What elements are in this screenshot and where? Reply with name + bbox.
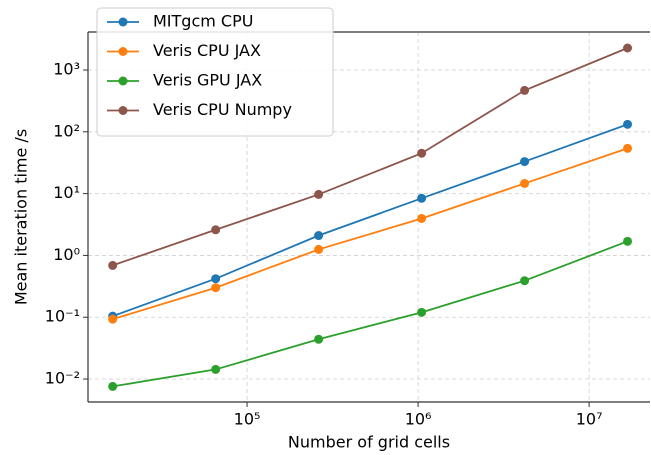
series-line [112,147,628,321]
legend: MITgcm CPU Veris CPU JAX Veris GPU JAX Veri… [96,7,334,137]
y-axis-label: Mean iteration time /s [12,129,31,305]
data-point [211,283,221,293]
data-point [108,260,118,270]
data-point [314,244,324,254]
legend-label: Veris GPU JAX [153,71,262,90]
legend-marker [118,106,128,115]
data-point [314,231,324,241]
y-tick-label: 10³ [53,60,80,79]
legend-label: Veris CPU Numpy [153,100,292,119]
data-point [417,213,427,223]
x-tick-label: 10⁷ [576,410,603,429]
series-line [112,240,628,388]
data-point [211,225,221,235]
data-point [108,381,118,391]
data-point [314,334,324,344]
data-point [520,276,530,286]
series-line [112,123,628,318]
data-point [211,274,221,284]
legend-label: Veris CPU JAX [153,41,261,60]
data-point [417,148,427,158]
legend-marker [118,76,128,86]
y-tick-label: 10⁻² [45,369,80,388]
legend-marker [118,17,128,27]
legend-label: MITgcm CPU [153,12,253,31]
data-point [623,43,633,53]
y-tick-label: 10¹ [53,183,80,202]
data-point [520,85,530,95]
legend-box [96,7,334,137]
data-point [623,236,633,246]
y-tick-label: 10⁰ [53,245,80,264]
data-point [314,189,324,199]
x-tick-label: 10⁵ [234,410,261,429]
x-tick-label: 10⁶ [405,410,432,429]
x-axis-label: Number of grid cells [288,433,450,452]
data-point [108,314,118,324]
data-point [623,119,633,129]
y-tick-label: 10² [53,121,80,140]
data-point [520,157,530,167]
data-point [520,178,530,188]
data-point [417,307,427,317]
data-point [417,193,427,203]
data-point [211,364,221,374]
data-point [623,143,633,153]
series-line [112,47,628,267]
y-tick-label: 10⁻¹ [45,307,80,326]
legend-marker [118,47,128,56]
